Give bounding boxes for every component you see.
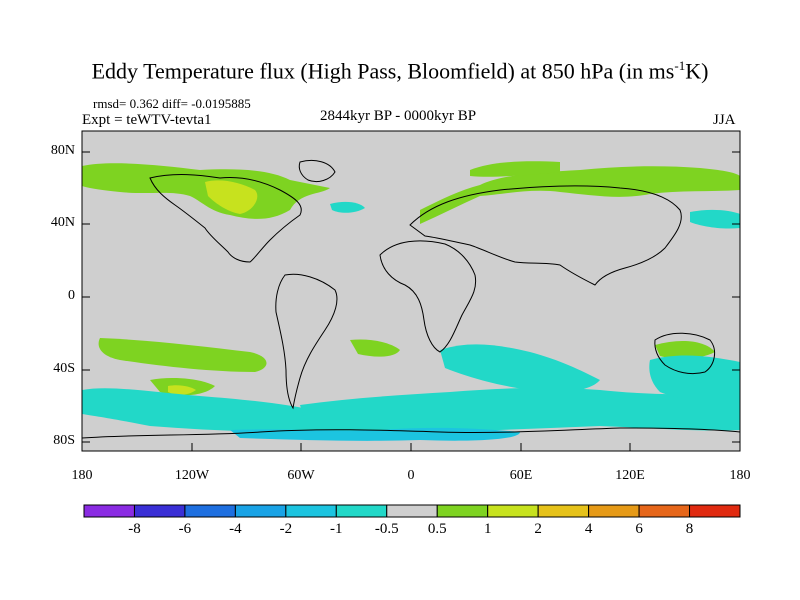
axis-ticks — [82, 151, 740, 451]
title-end: K) — [685, 58, 709, 84]
colorbar-swatch — [184, 504, 236, 518]
colorbar-swatch — [638, 504, 691, 518]
colorbar-swatch — [588, 504, 640, 518]
colorbar-swatch — [133, 504, 186, 518]
coastlines — [82, 159, 740, 439]
field-patch-south-atlantic — [350, 339, 400, 357]
field-patch-pacific-mid-core — [168, 385, 196, 395]
field-patch-southern-ocean-west — [82, 388, 324, 432]
title-text: Eddy Temperature flux (High Pass, Bloomf… — [91, 58, 675, 84]
field-patch-canada-core — [205, 180, 258, 214]
plot-title: Eddy Temperature flux (High Pass, Bloomf… — [0, 58, 800, 84]
flux-field — [82, 159, 740, 441]
colorbar-swatch — [386, 504, 438, 518]
lon-tick-60e: 60E — [509, 468, 533, 483]
colorbar-swatch — [335, 504, 388, 518]
colorbar-swatch — [285, 504, 337, 518]
colorbar-swatch — [689, 504, 741, 518]
lat-tick-40n: 40N — [50, 215, 75, 230]
stats-text: rmsd= 0.362 diff= -0.0195885 — [93, 96, 251, 111]
coast-eurasia — [409, 185, 682, 286]
colorbar-label: 2 — [534, 521, 542, 537]
experiment-label: Expt = teWTV-tevta1 — [82, 112, 212, 128]
lon-tick-180w: 180 — [71, 468, 93, 483]
lat-tick-40s: 40S — [53, 361, 75, 376]
lon-tick-60w: 60W — [287, 468, 315, 483]
field-patch-antarctic-coast — [230, 427, 520, 441]
field-patch-indian-ocean — [440, 344, 600, 392]
colorbar-label: 6 — [635, 521, 643, 537]
period-label: 2844kyr BP - 0000kyr BP — [320, 108, 477, 124]
field-patch-north-atlantic — [330, 201, 365, 213]
colorbar-label: 1 — [483, 521, 492, 537]
field-patch-southern-ocean-east — [300, 387, 740, 436]
colorbar — [83, 504, 741, 518]
coast-north-america — [149, 174, 302, 263]
lon-tick-0: 0 — [407, 468, 415, 483]
coast-south-america — [275, 273, 338, 410]
colorbar-swatch — [537, 504, 590, 518]
coast-australia — [654, 332, 716, 375]
colorbar-label: -2 — [279, 521, 293, 537]
field-patch-eurasia — [420, 166, 740, 224]
colorbar-swatch — [234, 504, 287, 518]
colorbar-label: 0.5 — [427, 521, 447, 537]
colorbar-swatch — [436, 504, 489, 518]
coast-africa — [379, 240, 477, 353]
lat-tick-0: 0 — [68, 288, 75, 303]
field-patch-north-pacific — [690, 209, 740, 229]
colorbar-swatch — [487, 504, 539, 518]
colorbar-label: -1 — [330, 521, 343, 537]
coast-antarctica — [82, 427, 740, 439]
lon-tick-120w: 120W — [174, 468, 210, 483]
colorbar-label: -4 — [229, 521, 242, 537]
field-patch-arctic — [470, 161, 560, 177]
lat-tick-80n: 80N — [50, 143, 75, 158]
colorbar-label: -0.5 — [374, 521, 399, 537]
lat-tick-80s: 80S — [53, 433, 75, 448]
field-patch-east-australia — [649, 355, 740, 403]
field-patch-australia — [655, 340, 715, 359]
colorbar-label: 4 — [584, 521, 593, 537]
field-patch-north-america — [82, 163, 330, 219]
field-patch-south-pacific — [98, 338, 267, 372]
colorbar-swatch — [83, 504, 135, 518]
lon-tick-180e: 180 — [729, 468, 751, 483]
colorbar-label: -8 — [128, 521, 141, 537]
season-label: JJA — [713, 112, 736, 128]
lon-tick-120e: 120E — [615, 468, 645, 483]
colorbar-label: 8 — [685, 521, 694, 537]
coast-greenland — [298, 159, 336, 183]
colorbar-label: -6 — [178, 521, 192, 537]
title-superscript: -1 — [674, 58, 686, 73]
